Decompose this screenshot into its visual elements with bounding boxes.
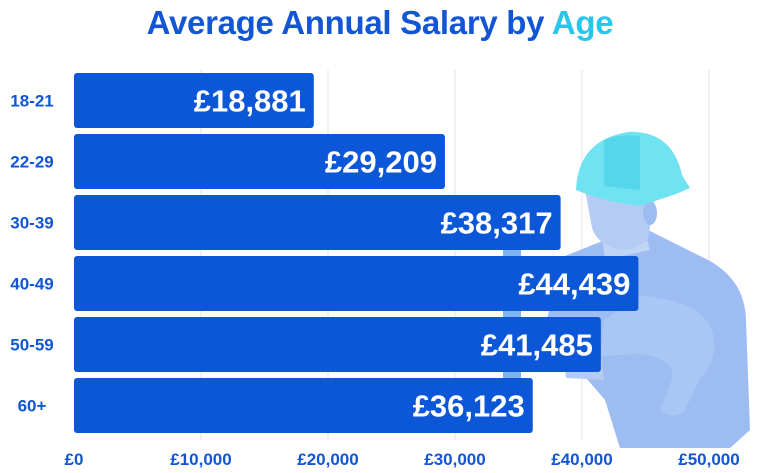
- bar-value-label: £18,881: [194, 84, 306, 119]
- bar-value-label: £38,317: [441, 206, 553, 241]
- x-tick-label: £10,000: [170, 450, 231, 469]
- category-label: 30-39: [10, 214, 53, 233]
- bar-value-label: £44,439: [518, 267, 630, 302]
- bar-value-label: £29,209: [325, 145, 437, 180]
- bar-value-labels: £18,881 £29,209£38,317 £44,439 £41,485 £36,1…: [194, 84, 631, 424]
- category-label: 22-29: [10, 153, 53, 172]
- bar: [74, 256, 639, 311]
- chart-title-accent: Age: [551, 4, 614, 41]
- category-label: 50-59: [10, 336, 53, 355]
- bar: [74, 195, 561, 250]
- bar: [74, 73, 314, 128]
- x-tick-label: £50,000: [678, 450, 739, 469]
- bars: [74, 73, 639, 433]
- chart-title-main: Average Annual Salary by: [146, 4, 545, 41]
- x-tick-label: £30,000: [424, 450, 485, 469]
- hard-hat-ridge: [604, 135, 640, 190]
- worker-arm-shape: [600, 296, 715, 416]
- x-tick-label: £40,000: [551, 450, 612, 469]
- bar: [74, 378, 533, 433]
- x-tick-label: £20,000: [297, 450, 358, 469]
- category-label: 40-49: [10, 275, 53, 294]
- bar: [74, 317, 601, 372]
- worker-ear-shape: [643, 201, 657, 225]
- bar-value-label: £41,485: [481, 328, 593, 363]
- chart-title: Average Annual Salary by Age: [0, 4, 760, 42]
- category-label: 60+: [18, 397, 47, 416]
- x-tick-labels: £0 £10,000 £20,000 £30,000 £40,000 £50,000: [65, 450, 740, 469]
- category-labels: 18-21 22-29 30-39 40-49 50-59 60+: [10, 92, 53, 416]
- bar-value-label: £36,123: [413, 389, 525, 424]
- x-tick-label: £0: [65, 450, 84, 469]
- category-label: 18-21: [10, 92, 53, 111]
- bar: [74, 134, 445, 189]
